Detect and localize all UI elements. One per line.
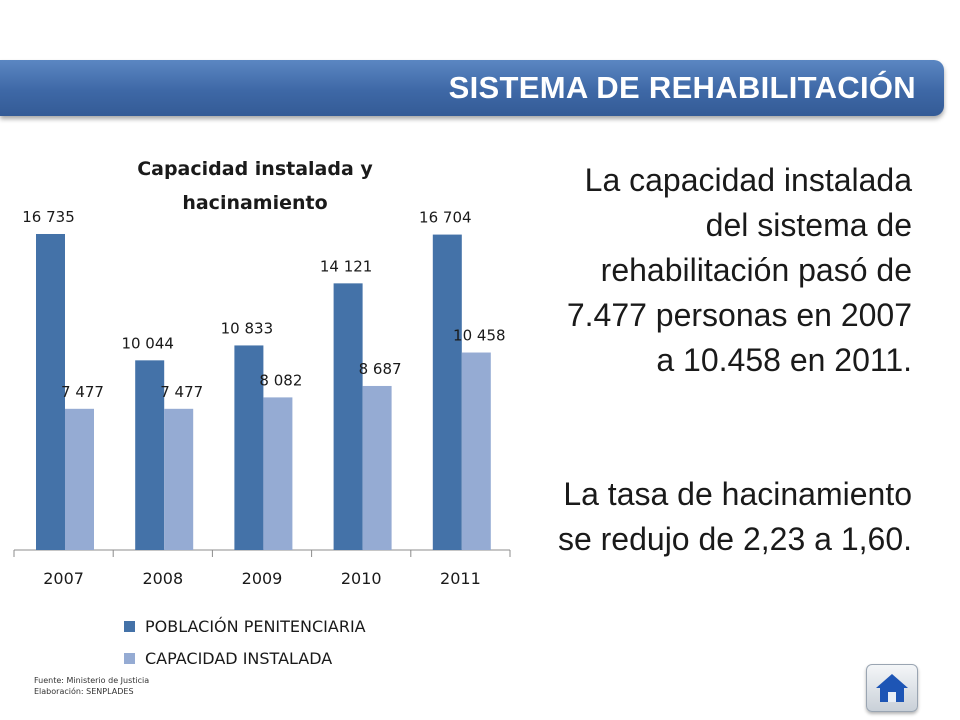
legend-label-poblacion: POBLACIÓN PENITENCIARIA — [145, 616, 366, 636]
data-label: 16 735 — [22, 208, 75, 226]
data-label: 10 044 — [121, 334, 174, 352]
bar-chart: 2007 16 735 7 477 2008 10 044 7 477 2009 10 833… — [13, 208, 511, 588]
bar-capacidad — [263, 397, 293, 550]
x-tick-label: 2010 — [341, 569, 382, 588]
data-label: 8 082 — [259, 371, 302, 389]
bar-poblacion — [333, 283, 363, 550]
data-label: 8 687 — [359, 360, 402, 378]
footnote-source: Fuente: Ministerio de Justicia — [34, 676, 150, 685]
bar-poblacion — [36, 233, 65, 551]
x-tick-label: 2009 — [242, 569, 283, 588]
home-button[interactable] — [866, 664, 918, 712]
bar-poblacion — [135, 360, 165, 550]
footnote: Fuente: Ministerio de Justicia Elaboraci… — [34, 675, 149, 697]
bar-poblacion — [234, 345, 264, 550]
data-label: 10 833 — [221, 319, 274, 337]
data-label: 16 704 — [419, 209, 472, 227]
legend-item-capacidad: CAPACIDAD INSTALADA — [124, 642, 366, 674]
legend-label-capacidad: CAPACIDAD INSTALADA — [145, 648, 333, 668]
bar-poblacion — [432, 234, 462, 550]
x-tick-label: 2011 — [440, 569, 481, 588]
chart-legend: POBLACIÓN PENITENCIARIA CAPACIDAD INSTAL… — [124, 610, 366, 674]
footnote-prepared: Elaboración: SENPLADES — [34, 687, 134, 696]
chart-title-line-1: Capacidad instalada y — [137, 158, 373, 180]
bar-capacidad — [461, 352, 491, 550]
chart-title-line-2: hacinamiento — [182, 192, 328, 214]
data-label: 7 477 — [61, 383, 104, 401]
summary-paragraph-overcrowding: La tasa de hacinamiento se redujo de 2,2… — [557, 476, 912, 557]
legend-swatch-capacidad — [124, 652, 135, 664]
bar-capacidad — [65, 408, 94, 550]
legend-item-poblacion: POBLACIÓN PENITENCIARIA — [124, 610, 366, 642]
data-label: 10 458 — [453, 327, 506, 345]
page-title: SISTEMA DE REHABILITACIÓN — [448, 70, 916, 105]
bar-capacidad — [164, 408, 194, 550]
home-icon — [876, 674, 908, 702]
x-tick-label: 2007 — [43, 569, 84, 588]
data-label: 7 477 — [160, 383, 203, 401]
data-label: 14 121 — [320, 257, 373, 275]
summary-paragraph-capacity: La capacidad instalada del sistema de re… — [566, 162, 912, 378]
bar-capacidad — [362, 385, 392, 550]
legend-swatch-poblacion — [124, 620, 135, 632]
header-banner: SISTEMA DE REHABILITACIÓN — [0, 60, 944, 116]
chart-title: Capacidad instalada y hacinamiento — [90, 152, 420, 220]
x-tick-label: 2008 — [142, 569, 183, 588]
